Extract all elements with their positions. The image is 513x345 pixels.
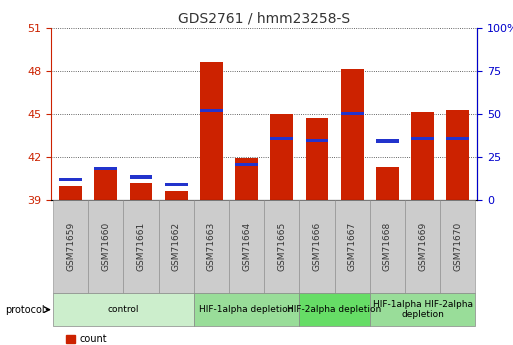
Bar (94, 167, 117, 170)
Bar (306, 139, 328, 142)
Bar (341, 69, 364, 200)
Bar (165, 191, 188, 200)
Bar (165, 183, 188, 186)
Text: GSM71664: GSM71664 (242, 222, 251, 271)
Bar (446, 137, 469, 140)
Bar (411, 137, 434, 140)
Bar (376, 139, 399, 142)
Text: GSM71661: GSM71661 (136, 222, 146, 271)
Text: HIF-1alpha depletion: HIF-1alpha depletion (200, 305, 294, 314)
Text: GSM71663: GSM71663 (207, 222, 216, 271)
Legend: count, percentile rank within the sample: count, percentile rank within the sample (66, 334, 244, 345)
Bar (376, 167, 399, 200)
Bar (270, 114, 293, 200)
Text: GSM71665: GSM71665 (278, 222, 286, 271)
Text: GSM71659: GSM71659 (66, 222, 75, 271)
Text: protocol: protocol (5, 305, 45, 315)
Bar (235, 163, 258, 166)
Text: control: control (108, 305, 139, 314)
Bar (306, 118, 328, 200)
Text: GSM71668: GSM71668 (383, 222, 392, 271)
Title: GDS2761 / hmm23258-S: GDS2761 / hmm23258-S (178, 11, 350, 25)
Text: GSM71662: GSM71662 (172, 222, 181, 271)
Bar (200, 109, 223, 112)
Bar (130, 175, 152, 179)
Text: GSM71669: GSM71669 (418, 222, 427, 271)
Bar (341, 112, 364, 115)
Text: GSM71667: GSM71667 (348, 222, 357, 271)
Text: GSM71666: GSM71666 (312, 222, 322, 271)
Bar (130, 183, 152, 200)
Bar (235, 158, 258, 200)
Bar (59, 186, 82, 200)
Bar (446, 110, 469, 200)
Text: HIF-2alpha depletion: HIF-2alpha depletion (287, 305, 382, 314)
Text: GSM71660: GSM71660 (102, 222, 110, 271)
Text: HIF-1alpha HIF-2alpha
depletion: HIF-1alpha HIF-2alpha depletion (372, 300, 472, 319)
Bar (59, 178, 82, 181)
Bar (270, 137, 293, 140)
Bar (94, 167, 117, 200)
Text: GSM71670: GSM71670 (453, 222, 462, 271)
Bar (411, 112, 434, 200)
Bar (200, 62, 223, 200)
